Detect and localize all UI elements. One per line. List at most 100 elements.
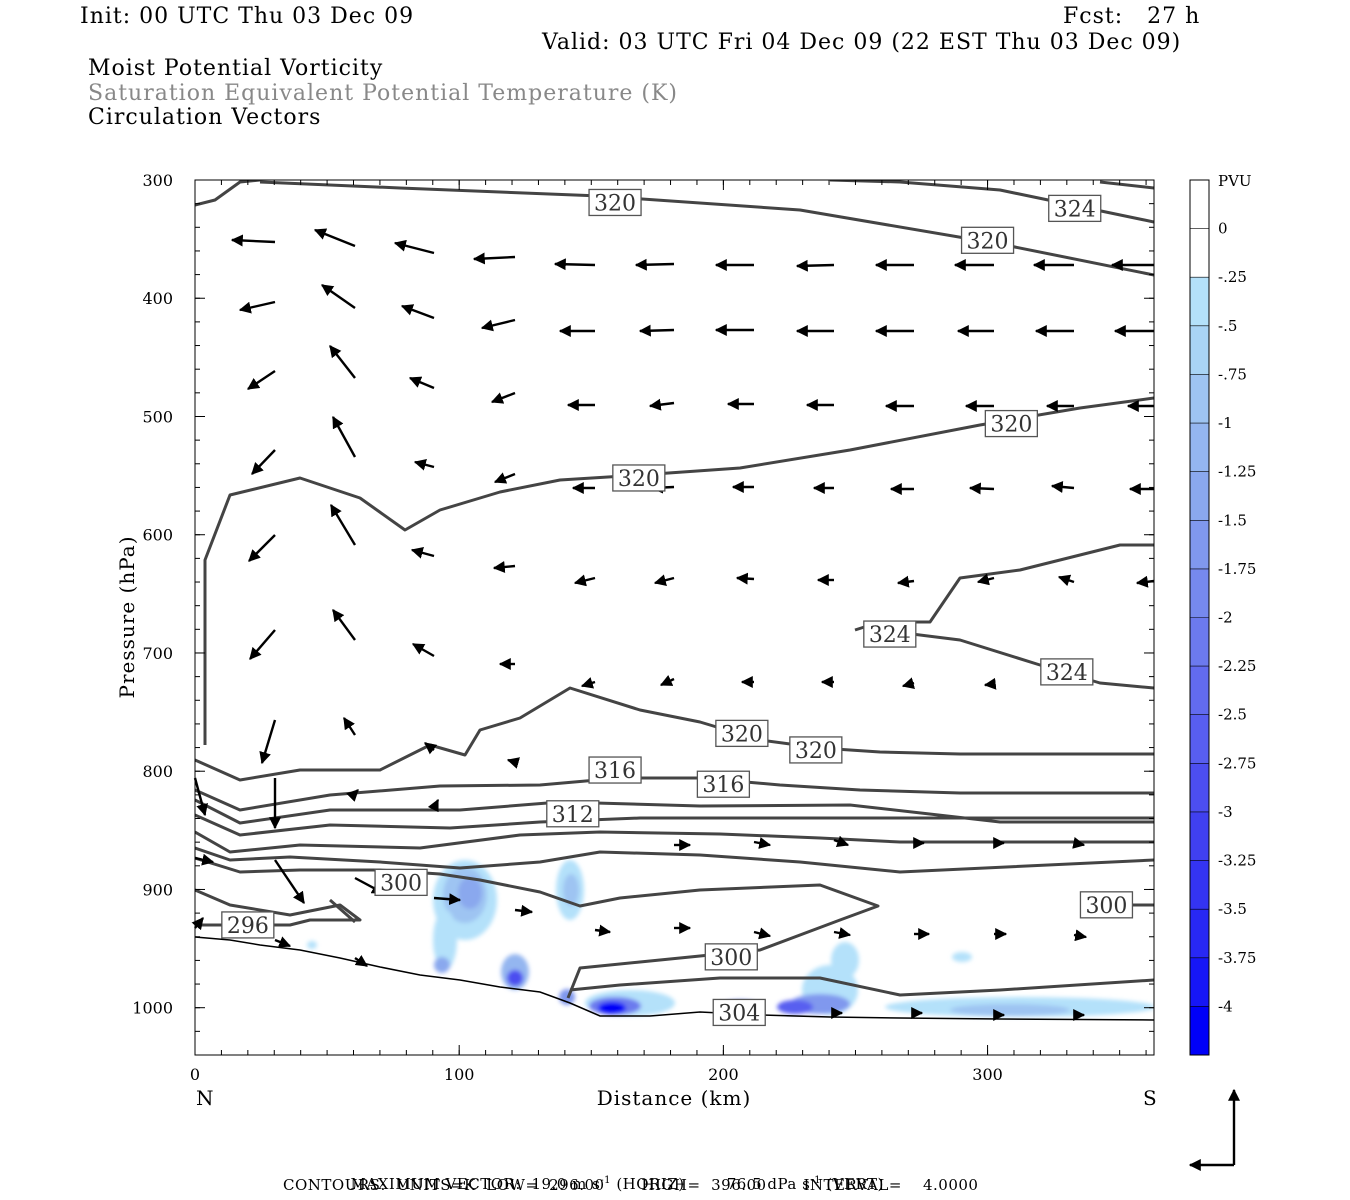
max-horiz-tag: (HORIZ) [616, 1175, 685, 1193]
plot-frame [194, 179, 1155, 1056]
contour-label-box [546, 800, 600, 828]
terrain-line [194, 936, 1155, 1021]
max-vert-value: 76.5 dPa s [726, 1175, 811, 1193]
pv-shading [307, 860, 1154, 1017]
contour-label: 304 [712, 998, 766, 1026]
colorbar-swatch [1190, 471, 1209, 521]
colorbar-label: -3.5 [1218, 900, 1247, 918]
contour-label: 320 [960, 226, 1015, 254]
y-tick-label: 700 [142, 644, 173, 663]
contour-label: 300 [1079, 891, 1134, 919]
contour-label-text: 320 [967, 229, 1009, 254]
contour-labels: 320 3243203203203243243203203163163123002… [221, 188, 1134, 1026]
colorbar-swatch [1190, 1006, 1209, 1056]
colorbar-title: PVU [1218, 172, 1252, 190]
colorbar-swatch [1190, 277, 1209, 327]
max-horiz-value: 19.0 m s [531, 1175, 601, 1193]
contour-label-box [984, 409, 1038, 438]
contour-label-box [1048, 194, 1102, 223]
max-vert-exp: -1 [810, 1175, 822, 1186]
contour-label-text: 312 [552, 803, 594, 828]
contour-label-text: 320 [721, 722, 763, 747]
contour-label-text: 320 [990, 413, 1032, 438]
max-vector-line: MAXIMUM VECTOR: 19.0 m s-1 (HORIZ) 76.5 … [340, 1157, 884, 1193]
x-tick-label: 200 [708, 1065, 739, 1084]
contour-label-text: 300 [380, 871, 422, 896]
colorbar-label: 0 [1218, 220, 1228, 238]
contour-label-box [789, 736, 843, 764]
colorbar-swatch [1190, 228, 1209, 278]
colorbar-label: -2.25 [1218, 657, 1256, 675]
contour-label-box [863, 620, 917, 648]
y-tick-label: 600 [142, 526, 173, 545]
colorbar-label: -2.5 [1218, 706, 1247, 724]
south-label: S [1143, 1086, 1157, 1110]
contour-label-box [1079, 891, 1134, 919]
y-axis-title: Pressure (hPa) [115, 536, 139, 699]
contour-label-box [374, 868, 428, 897]
y-tick-label: 800 [142, 762, 173, 781]
contour-label: 320 [984, 409, 1038, 438]
contour-label-box [612, 464, 666, 492]
pv-colorbar: 0 -.25 -.5 -.75 -1 -1.25 -1.5 -1.75 -2 -2.25 -2.5 -… [1189, 179, 1256, 1056]
colorbar-label: -1.25 [1218, 463, 1256, 481]
contour-label-text: 304 [718, 1001, 760, 1026]
contour-label: 324 [1040, 658, 1094, 686]
field-theta-es: Saturation Equivalent Potential Temperat… [88, 81, 678, 106]
colorbar-label: -3.75 [1218, 949, 1256, 967]
contour-label-text: 320 [795, 739, 837, 764]
contour-label: 296 [221, 911, 275, 939]
contour-label-text: 324 [869, 623, 911, 648]
contour-label: 300 [704, 943, 758, 971]
max-vert-tag: (VERT) [826, 1175, 884, 1193]
valid-time: Valid: 03 UTC Fri 04 Dec 09 (22 EST Thu … [542, 30, 1182, 55]
colorbar-label: -1.75 [1218, 560, 1256, 578]
contour-label-text: 296 [227, 914, 269, 939]
init-time: Init: 00 UTC Thu 03 Dec 09 [80, 4, 415, 29]
contour-label: 316 [696, 770, 751, 798]
colorbar-swatch [1190, 423, 1209, 473]
contour-label-text: 300 [1085, 894, 1127, 919]
colorbar-swatch [1190, 568, 1209, 618]
x-tick-label: 100 [444, 1065, 475, 1084]
colorbar-label: -1 [1218, 414, 1233, 432]
colorbar-swatch [1190, 763, 1209, 813]
contour-label: 320 [588, 188, 642, 216]
y-tick-label: 1000 [132, 999, 173, 1018]
field-moist-pv: Moist Potential Vorticity [88, 56, 384, 81]
colorbar-swatch [1190, 617, 1209, 667]
x-axis-title: Distance (km) [597, 1086, 752, 1110]
colorbar-swatch [1190, 666, 1209, 716]
colorbar-swatch [1190, 811, 1209, 862]
contour-label-text: 320 [594, 191, 636, 216]
max-horiz-exp: -1 [600, 1175, 612, 1186]
contour-label: 316 [588, 756, 642, 784]
colorbar-swatch [1190, 909, 1209, 959]
contour-label-box [1040, 658, 1094, 686]
colorbar-label: -.75 [1218, 365, 1247, 383]
max-vector-label: MAXIMUM VECTOR: [350, 1175, 521, 1193]
x-axis-ticks: 0 100 200 300 [190, 180, 1147, 1084]
colorbar-label: -3 [1218, 803, 1233, 821]
contour-label-box [221, 911, 275, 939]
colorbar-swatch [1190, 325, 1209, 375]
colorbar-label: -1.5 [1218, 511, 1247, 529]
contour-label: 312 [546, 800, 600, 828]
contour-label-text: 324 [1046, 661, 1088, 686]
y-tick-label: 500 [142, 407, 173, 426]
field-circulation-vectors: Circulation Vectors [88, 105, 322, 130]
contour-label: 320 [789, 736, 843, 764]
y-axis-ticks: 300 400 500 600 700 800 900 1000 [132, 171, 1154, 1056]
colorbar-swatch [1190, 520, 1209, 570]
y-tick-label: 300 [142, 171, 173, 190]
contour-label-text: 324 [1054, 197, 1096, 222]
forecast-hour: Fcst: 27 h [1063, 4, 1201, 29]
theta-es-contours [195, 180, 1154, 999]
x-tick-label: 0 [190, 1065, 200, 1084]
north-label: N [196, 1086, 214, 1110]
contour-label-box [960, 226, 1015, 254]
contour-label: 320 [715, 719, 769, 747]
colorbar-swatch [1190, 860, 1209, 910]
circulation-vectors [191, 228, 1155, 1021]
